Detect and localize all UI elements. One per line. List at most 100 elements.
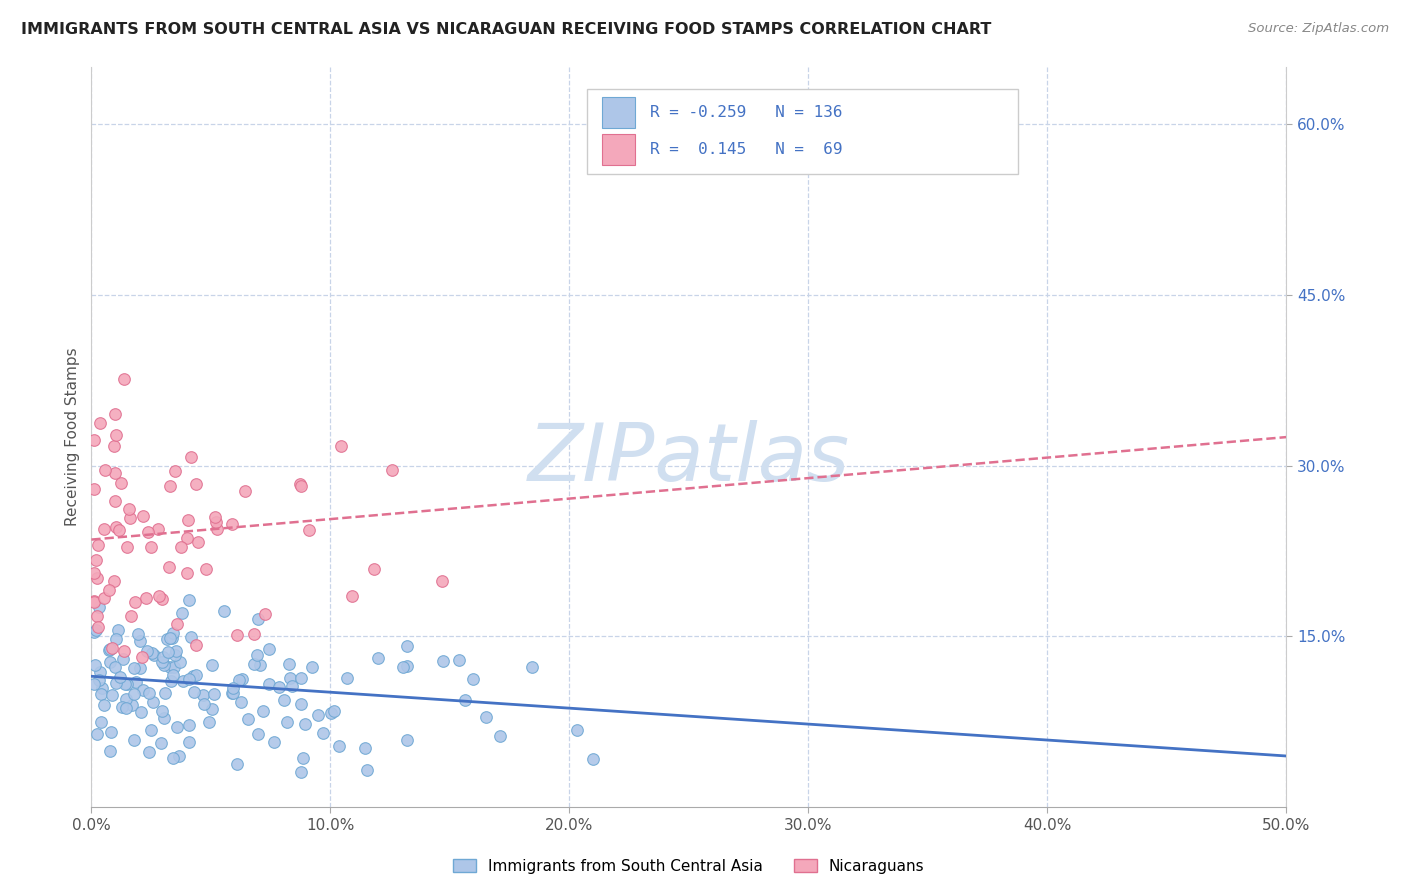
- Point: [259, 676, 281, 690]
- Point: [152, 711, 174, 725]
- Point: [156, 645, 179, 659]
- Point: [110, 699, 132, 714]
- Point: [172, 606, 194, 620]
- Point: [104, 676, 127, 690]
- Point: [249, 658, 271, 673]
- Point: [86, 620, 108, 634]
- Point: [138, 745, 160, 759]
- Point: [294, 717, 316, 731]
- Point: [356, 764, 378, 778]
- Point: [363, 561, 385, 575]
- Point: [142, 694, 165, 708]
- Point: [228, 673, 250, 688]
- Point: [148, 590, 170, 604]
- Point: [146, 522, 169, 536]
- Point: [131, 650, 153, 665]
- Point: [122, 733, 145, 747]
- Point: [150, 655, 173, 669]
- Point: [180, 630, 202, 644]
- Point: [86, 727, 108, 741]
- Point: [176, 566, 198, 580]
- Point: [276, 714, 298, 729]
- Point: [292, 750, 315, 764]
- Point: [114, 676, 136, 690]
- Point: [115, 677, 138, 691]
- Point: [83, 566, 105, 580]
- Point: [112, 372, 135, 386]
- Point: [191, 688, 214, 702]
- Point: [125, 675, 148, 690]
- Point: [141, 723, 163, 737]
- Point: [290, 479, 312, 493]
- Point: [153, 657, 176, 672]
- Point: [204, 510, 226, 524]
- Point: [83, 434, 105, 448]
- Point: [103, 574, 125, 588]
- Point: [236, 712, 259, 726]
- Point: [221, 517, 243, 532]
- Point: [159, 479, 181, 493]
- Point: [184, 638, 207, 652]
- Point: [163, 660, 186, 674]
- Point: [432, 654, 454, 668]
- Point: [90, 681, 112, 696]
- Point: [117, 502, 139, 516]
- Point: [298, 524, 321, 538]
- Text: IMMIGRANTS FROM SOUTH CENTRAL ASIA VS NICARAGUAN RECEIVING FOOD STAMPS CORRELATI: IMMIGRANTS FROM SOUTH CENTRAL ASIA VS NI…: [21, 22, 991, 37]
- Point: [83, 594, 105, 608]
- Point: [177, 735, 200, 749]
- Point: [159, 660, 181, 674]
- Point: [153, 686, 176, 700]
- Point: [336, 671, 359, 685]
- Text: Source: ZipAtlas.com: Source: ZipAtlas.com: [1249, 22, 1389, 36]
- Point: [127, 627, 149, 641]
- Point: [307, 708, 329, 723]
- Point: [115, 541, 138, 555]
- Point: [166, 616, 188, 631]
- Point: [83, 625, 105, 640]
- Point: [101, 641, 124, 656]
- Point: [135, 591, 157, 605]
- Point: [122, 661, 145, 675]
- Point: [111, 652, 134, 666]
- Point: [160, 631, 183, 645]
- Point: [328, 739, 350, 753]
- Point: [290, 671, 312, 685]
- Point: [138, 686, 160, 700]
- Point: [180, 450, 202, 465]
- Point: [107, 523, 129, 537]
- Point: [98, 655, 121, 669]
- Point: [449, 653, 471, 667]
- Point: [89, 665, 111, 679]
- Point: [204, 687, 226, 701]
- Point: [104, 466, 127, 480]
- Point: [135, 644, 157, 658]
- Point: [565, 723, 588, 737]
- Point: [177, 718, 200, 732]
- Point: [105, 520, 128, 534]
- Point: [83, 658, 105, 673]
- Point: [114, 701, 136, 715]
- Point: [396, 659, 419, 673]
- Point: [86, 553, 108, 567]
- Point: [247, 612, 270, 626]
- Point: [243, 657, 266, 671]
- Point: [141, 646, 163, 660]
- Point: [322, 705, 344, 719]
- Point: [159, 632, 181, 646]
- Point: [269, 680, 291, 694]
- Point: [312, 726, 335, 740]
- Point: [100, 725, 122, 739]
- Point: [167, 749, 190, 764]
- Point: [156, 632, 179, 647]
- Point: [110, 475, 132, 490]
- Point: [104, 407, 127, 421]
- Point: [162, 751, 184, 765]
- Point: [187, 535, 209, 549]
- Point: [176, 531, 198, 545]
- Point: [121, 698, 143, 712]
- Point: [252, 704, 274, 718]
- Point: [231, 672, 253, 686]
- Point: [301, 660, 323, 674]
- Text: ZIPatlas: ZIPatlas: [527, 420, 851, 499]
